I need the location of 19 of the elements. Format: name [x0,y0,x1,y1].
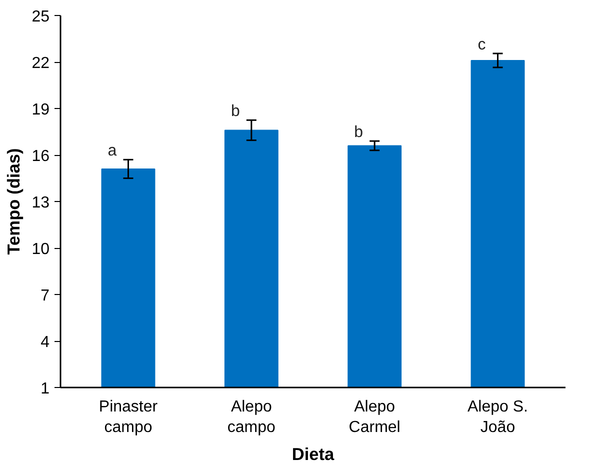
annotation: c [478,36,486,54]
annotation: b [230,103,240,120]
x-tick-label: Pinaster campo [98,398,158,436]
y-tick-label: 22 [32,55,50,72]
x-tick-label: Alepo campo [227,398,276,436]
y-tick-label: 1 [40,380,50,398]
y-tick-label: 25 [32,8,50,26]
annotation: b [354,124,364,142]
y-tick-label: 7 [40,288,50,304]
annotation: a [108,142,117,160]
y-tick-label: 16 [32,148,50,165]
y-tick-label: 13 [32,194,50,212]
x-tick-label: Alepo S. João [468,398,528,436]
x-axis-title: Dieta [292,444,335,464]
x-tick-label: Alepo Carmel [348,398,400,436]
y-tick-label: 4 [40,334,50,351]
y-tick-label: 10 [32,241,50,258]
y-tick-label: 19 [32,102,50,118]
y-axis-title: Tempo (dias) [4,148,24,255]
